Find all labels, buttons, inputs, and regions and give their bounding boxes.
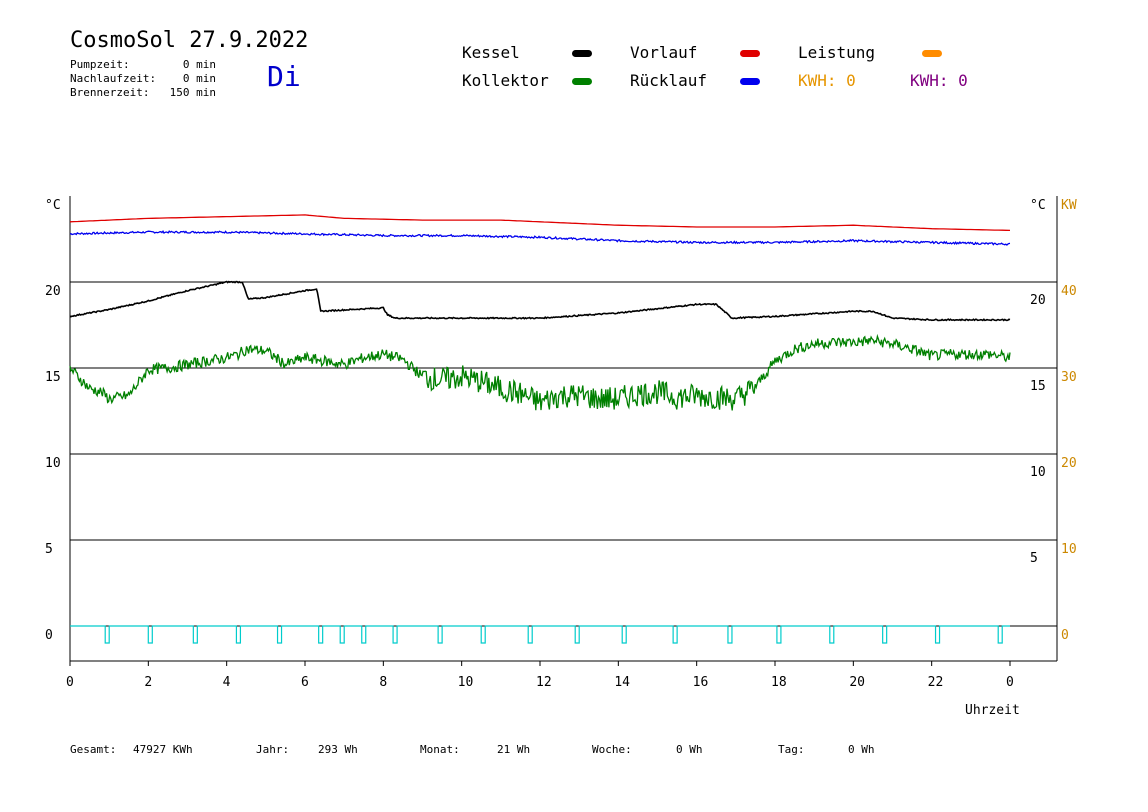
y-right-tick-0: 0 [1061,628,1069,643]
x-tick-7: 14 [614,675,630,690]
chart-title: CosmoSol 27.9.2022 [70,28,309,53]
legend-leistung-swatch [922,50,942,57]
x-tick-2: 4 [223,675,231,690]
x-tick-6: 12 [536,675,552,690]
y-left-tick-15: 15 [45,370,61,385]
nachlaufzeit-label: Nachlaufzeit: [70,72,157,85]
series-pumpe [70,625,1010,644]
y-mid-tick-20: 20 [1030,293,1046,308]
footer-tag-label: Tag: [778,743,805,756]
footer-gesamt-label: Gesamt: [70,743,117,756]
legend-ruecklauf-swatch [740,78,760,85]
x-tick-8: 16 [693,675,709,690]
pumpzeit-label: Pumpzeit: [70,58,130,71]
footer-tag-value: 0 Wh [848,743,875,756]
y-left-unit: °C [45,198,61,213]
x-tick-0: 0 [66,675,74,690]
legend-kollektor-label: Kollektor [462,71,549,90]
y-right-tick-20: 20 [1061,456,1077,471]
x-tick-10: 20 [849,675,865,690]
y-right-tick-40: 40 [1061,284,1077,299]
legend-vorlauf-swatch [740,50,760,57]
legend-kessel-label: Kessel [462,43,520,62]
footer-jahr-value: 293 Wh [318,743,358,756]
x-axis-label: Uhrzeit [965,703,1020,718]
x-tick-3: 6 [301,675,309,690]
x-tick-11: 22 [928,675,944,690]
y-right-tick-10: 10 [1061,542,1077,557]
pumpzeit-value: 0 min [182,58,216,71]
brennerzeit-value: 150 min [169,86,216,99]
legend-leistung-label: Leistung [798,43,876,62]
footer-woche-label: Woche: [592,743,632,756]
y-left-tick-5: 5 [45,542,53,557]
footer-woche-value: 0 Wh [676,743,703,756]
footer-jahr-label: Jahr: [256,743,290,756]
x-tick-9: 18 [771,675,787,690]
series-kessel [69,280,1011,322]
nachlaufzeit-value: 0 min [182,72,216,85]
y-right-unit-kw: KW [1061,198,1077,213]
brennerzeit-label: Brennerzeit: [70,86,150,99]
kwh-orange-readout: KWH: 0 [798,71,856,90]
legend-kollektor-swatch [572,78,592,85]
y-mid-tick-15: 15 [1030,379,1046,394]
y-right-tick-30: 30 [1061,370,1077,385]
series-rcklauf [69,230,1011,246]
legend-vorlauf-label: Vorlauf [630,43,698,62]
footer-monat-value: 21 Wh [497,743,531,756]
series-kollektor [69,333,1011,411]
weekday-label: Di [267,60,301,93]
y-left-tick-0: 0 [45,628,53,643]
y-left-tick-10: 10 [45,456,61,471]
y-mid-tick-5: 5 [1030,551,1038,566]
y-right-unit-c: °C [1030,198,1046,213]
y-left-tick-20: 20 [45,284,61,299]
legend-ruecklauf-label: Rücklauf [630,71,708,90]
kwh-purple-readout: KWH: 0 [910,71,968,90]
footer-monat-label: Monat: [420,743,460,756]
x-tick-1: 2 [144,675,152,690]
footer-gesamt-value: 47927 KWh [133,743,193,756]
series-vorlauf [69,214,1011,232]
x-tick-5: 10 [458,675,474,690]
x-tick-12: 0 [1006,675,1014,690]
legend-kessel-swatch [572,50,592,57]
y-mid-tick-10: 10 [1030,465,1046,480]
x-tick-4: 8 [379,675,387,690]
